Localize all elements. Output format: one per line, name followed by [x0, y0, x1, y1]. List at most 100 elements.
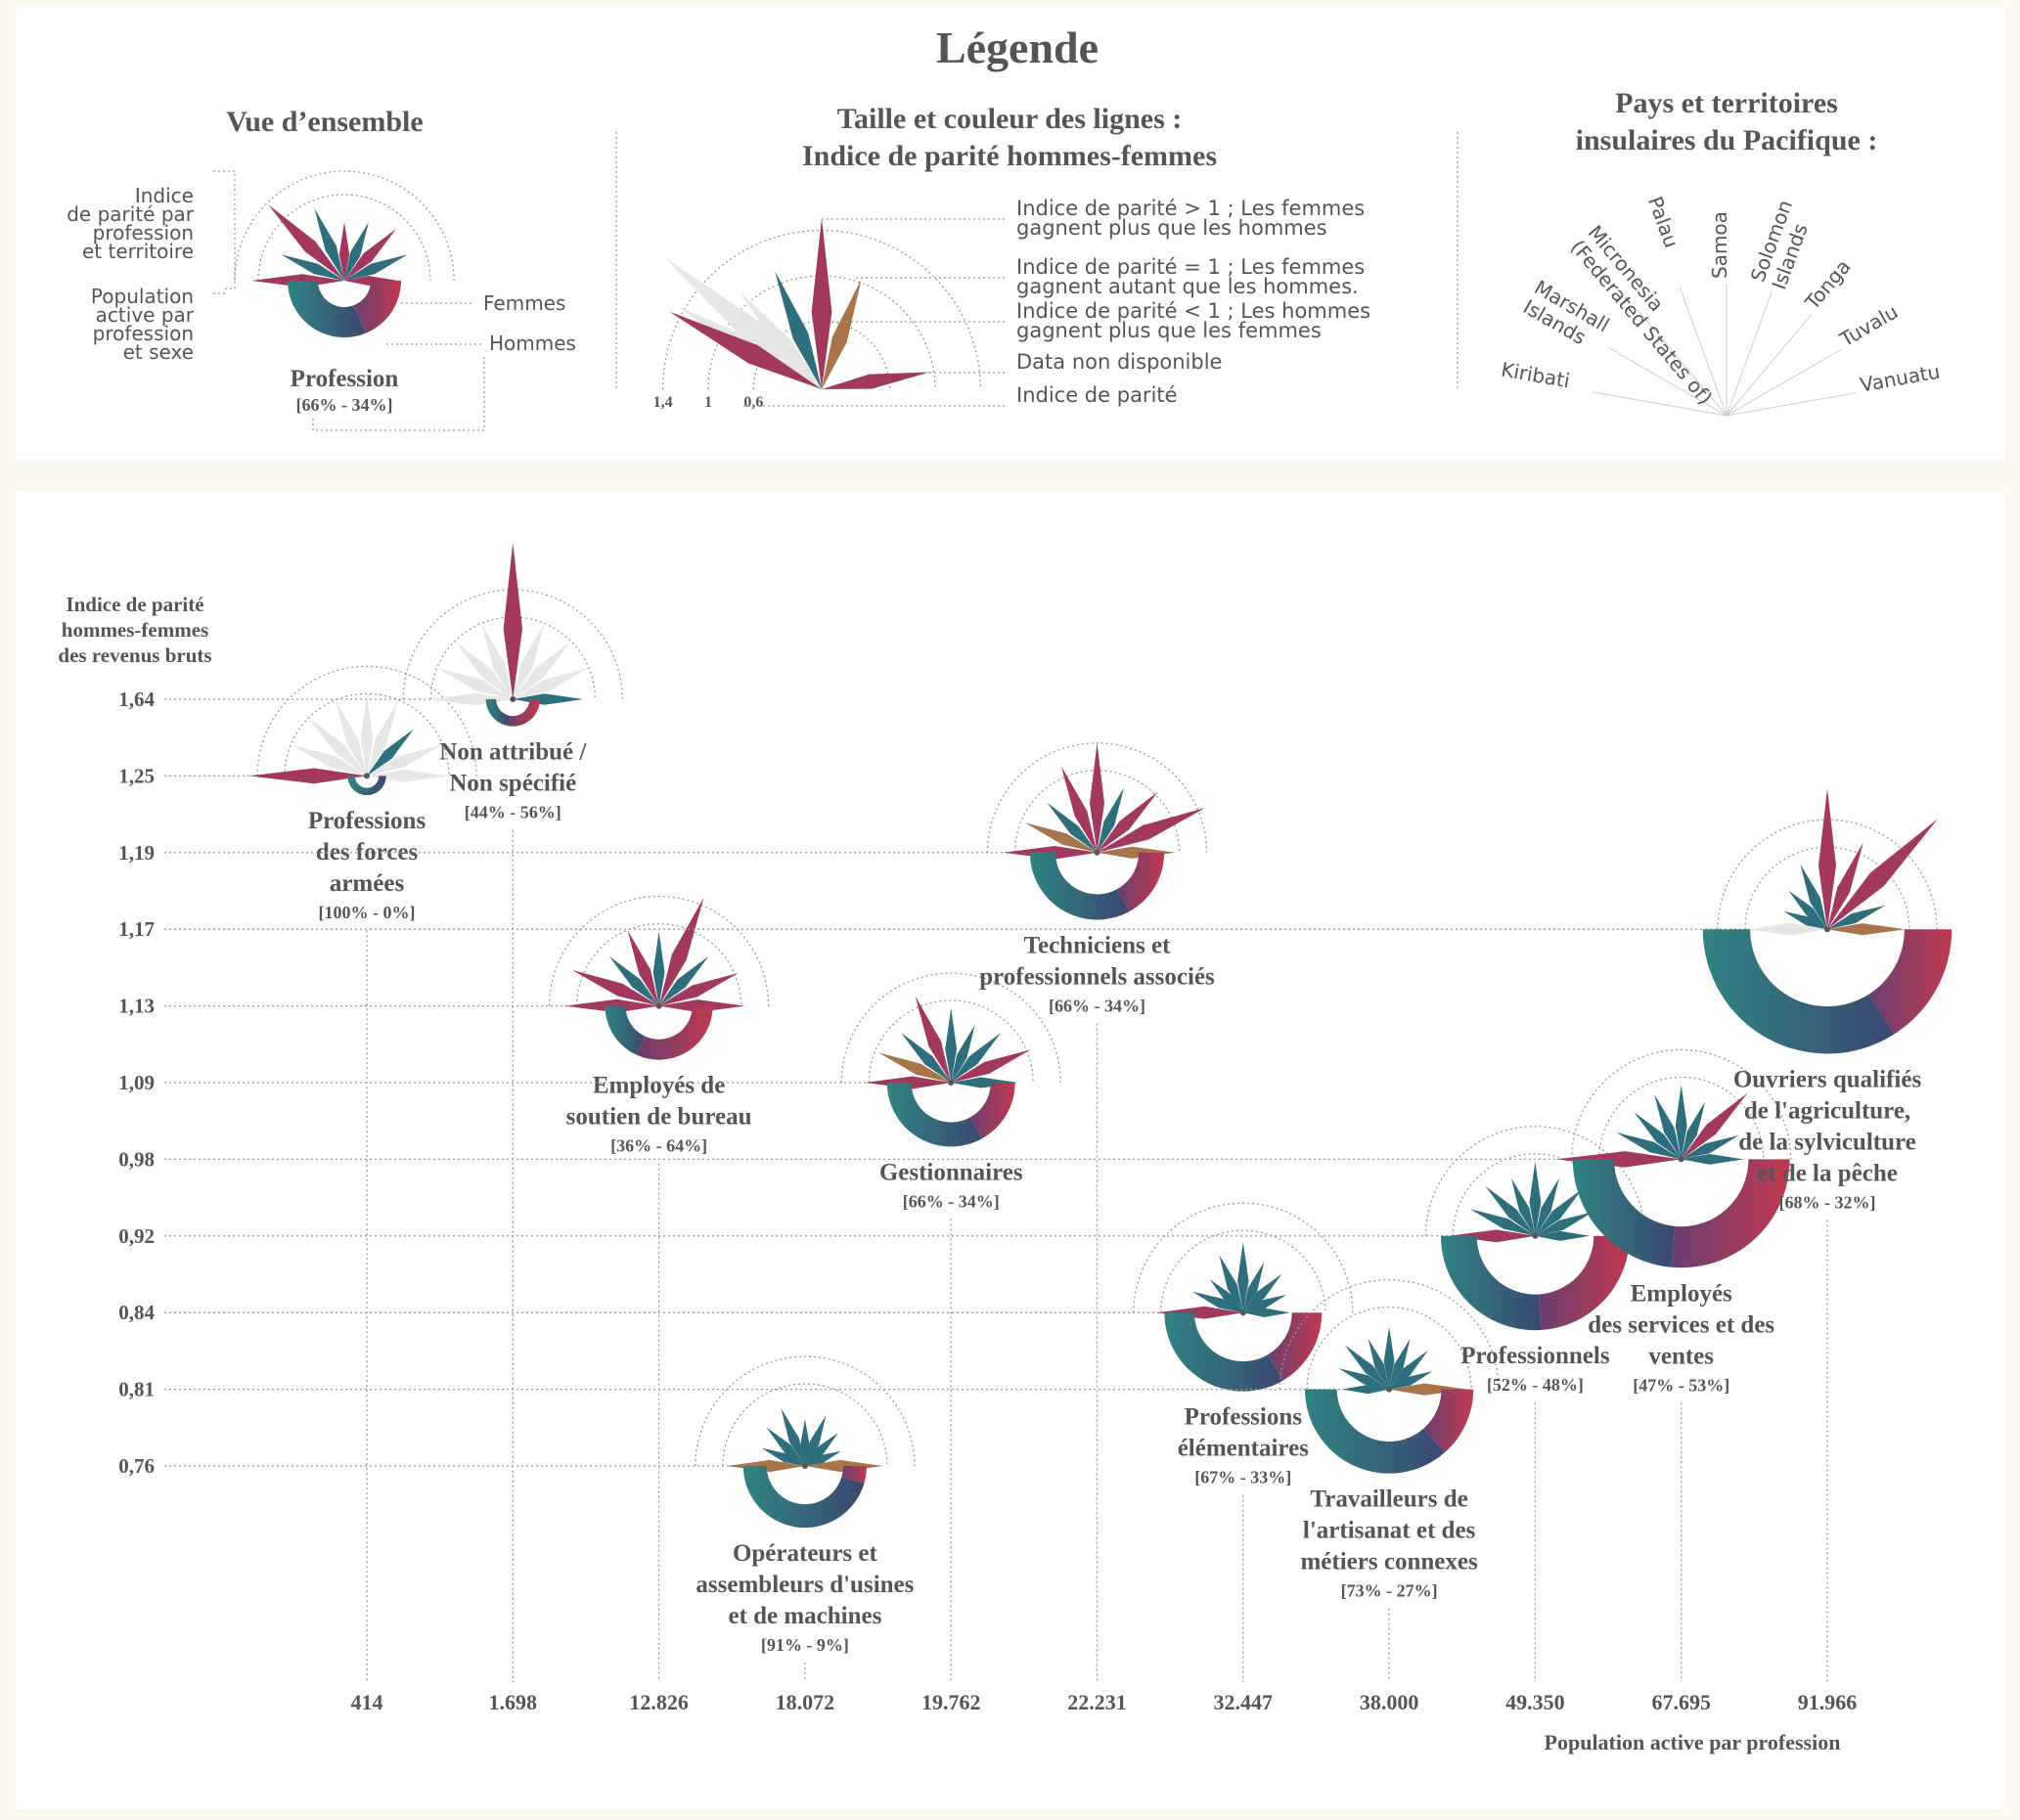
- spoke: [1800, 864, 1827, 930]
- spoke: [1342, 1384, 1390, 1395]
- parity-point: [1824, 926, 1830, 933]
- spoke: [1097, 846, 1176, 859]
- lines-title: Taille et couleur des lignes :: [837, 103, 1183, 135]
- legend-note: profession: [93, 221, 194, 244]
- x-tick-label: 414: [351, 1690, 383, 1714]
- spoke: [1383, 1326, 1395, 1390]
- profession-label: assembleurs d'usines: [696, 1572, 914, 1598]
- profession-label: l'artisanat et des: [1303, 1518, 1476, 1544]
- spoke: [1242, 1308, 1290, 1317]
- donut-segment: [1164, 1312, 1283, 1392]
- legend-share: [66% - 34%]: [296, 395, 393, 415]
- spoke: [1389, 1338, 1411, 1390]
- donut-segment: [1117, 852, 1165, 911]
- profession-label: Employés: [1631, 1280, 1732, 1307]
- legend-note: de parité par: [67, 202, 195, 226]
- spoke: [1535, 1177, 1559, 1236]
- y-tick-label: 0,84: [118, 1301, 155, 1324]
- scale-arc: [1452, 1153, 1619, 1236]
- spoke: [1535, 1188, 1583, 1236]
- spoke: [658, 955, 709, 1006]
- spoke: [367, 744, 443, 777]
- donut-segment: [886, 1083, 982, 1147]
- spoke: [775, 271, 822, 389]
- spoke: [658, 972, 739, 1006]
- spoke: [503, 543, 522, 699]
- spoke: [1510, 1177, 1536, 1236]
- spoke: [740, 291, 822, 389]
- donut-segment: [841, 1466, 867, 1484]
- scale-arc: [548, 895, 770, 1006]
- spoke: [1783, 910, 1827, 930]
- donut-segment: [1423, 1389, 1474, 1453]
- donut-segment: [1440, 1235, 1542, 1331]
- profession-label: des services et des: [1588, 1311, 1774, 1338]
- spoke: [945, 1008, 958, 1083]
- spoke: [1675, 1085, 1687, 1160]
- spoke: [658, 897, 704, 1006]
- legend-title: Légende: [936, 22, 1099, 72]
- donut-segment: [636, 1005, 713, 1060]
- spoke: [1654, 1093, 1682, 1160]
- spoke: [1827, 842, 1863, 930]
- profession-label: Non attribué /: [439, 739, 587, 766]
- scale-arc: [868, 999, 1034, 1084]
- spoke: [1192, 1291, 1243, 1313]
- scale-arc: [234, 170, 455, 282]
- spoke: [951, 1049, 1031, 1083]
- legend-item: Indice de parité > 1 ; Les femmes: [1016, 197, 1365, 220]
- spoke: [1681, 1134, 1739, 1160]
- legend-panel: [16, 7, 2005, 460]
- profession-label: des forces: [316, 839, 419, 866]
- spoke: [1529, 1161, 1542, 1236]
- spoke: [664, 257, 822, 389]
- x-tick-label: 22.231: [1067, 1690, 1127, 1714]
- y-tick-label: 0,98: [118, 1147, 155, 1171]
- spoke: [1156, 1306, 1243, 1319]
- spoke: [627, 929, 659, 1006]
- spoke: [1089, 742, 1105, 853]
- territory-ray: [1679, 287, 1728, 417]
- spoke: [878, 1052, 952, 1083]
- spoke: [268, 204, 344, 281]
- spoke: [901, 1033, 952, 1083]
- spoke: [951, 1024, 975, 1083]
- legend-note: et territoire: [82, 240, 194, 263]
- scale-arc: [575, 923, 742, 1006]
- spoke: [1555, 1151, 1682, 1168]
- spoke: [1389, 1351, 1428, 1390]
- legend-item: Indice de parité < 1 ; Les hommes: [1016, 299, 1370, 323]
- y-axis-title: hommes-femmes: [62, 618, 208, 642]
- spoke: [1242, 1294, 1287, 1313]
- x-tick-label: 67.695: [1651, 1690, 1711, 1714]
- territory-ray: [1607, 346, 1728, 417]
- parity-point: [801, 1463, 808, 1469]
- profession-label: et de machines: [728, 1603, 881, 1629]
- spoke: [344, 254, 408, 281]
- spoke: [344, 221, 369, 281]
- spoke: [335, 699, 367, 777]
- profession-label: élémentaires: [1178, 1436, 1309, 1462]
- spoke: [1449, 1229, 1536, 1243]
- spoke: [571, 969, 659, 1006]
- overview-title: Vue d’ensemble: [226, 106, 423, 138]
- donut-segment: [353, 281, 401, 333]
- y-axis-title: Indice de parité: [66, 593, 203, 616]
- spoke: [915, 996, 952, 1083]
- profession-label: professionnels associés: [979, 963, 1215, 990]
- share-label: [66% - 34%]: [903, 1191, 1000, 1211]
- scale-arc: [1598, 1076, 1765, 1160]
- profession-label: soutien de bureau: [566, 1104, 752, 1131]
- profession-label: Gestionnaires: [879, 1159, 1023, 1185]
- share-label: [67% - 33%]: [1194, 1468, 1291, 1487]
- x-tick-label: 1.698: [489, 1690, 538, 1714]
- scale-arc: [1133, 1202, 1354, 1313]
- profession-label: Ouvriers qualifiés: [1733, 1066, 1922, 1092]
- spoke: [951, 1033, 1002, 1083]
- donut-segment: [742, 1466, 865, 1529]
- spoke: [1389, 1371, 1433, 1390]
- spoke: [513, 641, 571, 699]
- donut-segment: [1671, 1159, 1790, 1268]
- spoke: [314, 208, 344, 281]
